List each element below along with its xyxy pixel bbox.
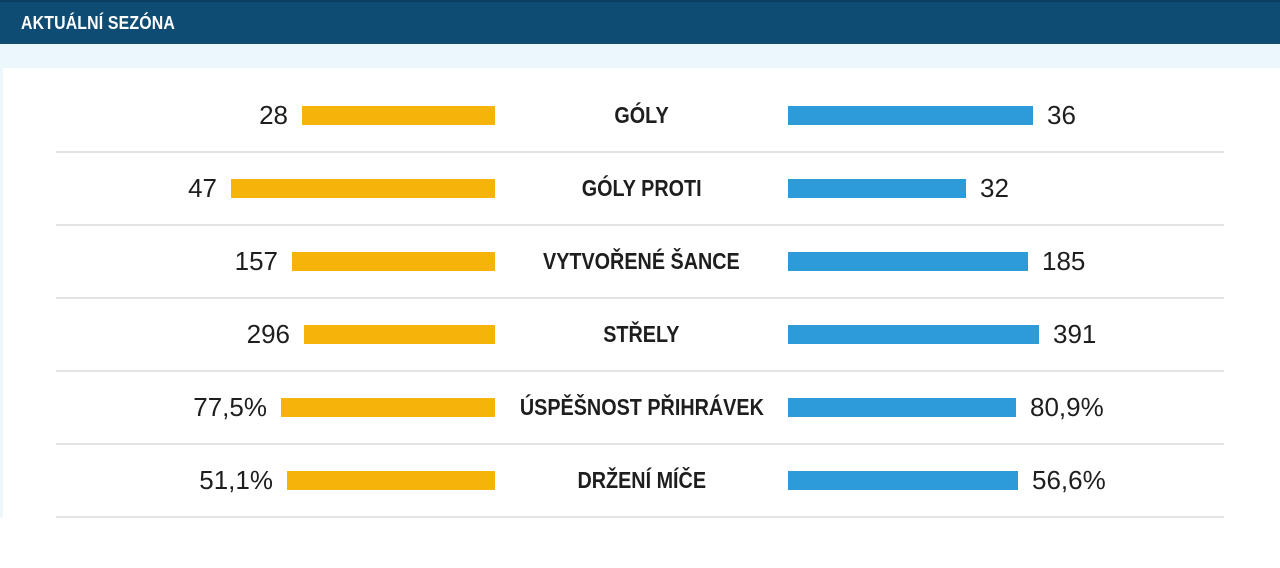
right-bar <box>788 398 1016 417</box>
left-bar <box>287 471 495 490</box>
stat-category-zone: STŘELY <box>495 321 788 348</box>
left-bar <box>281 398 495 417</box>
left-stat-zone: 51,1% <box>56 465 495 496</box>
left-value: 157 <box>234 246 278 276</box>
left-value: 296 <box>246 319 290 349</box>
stat-label: ÚSPĚŠNOST PŘIHRÁVEK <box>519 394 764 420</box>
right-stat-zone: 391 <box>788 319 1224 350</box>
stat-label: STŘELY <box>603 321 680 347</box>
stat-category-zone: VYTVOŘENÉ ŠANCE <box>495 248 788 275</box>
left-stat-zone: 296 <box>56 319 495 350</box>
right-bar <box>788 252 1028 271</box>
right-value: 56,6% <box>1032 465 1106 495</box>
stats-rows: 28 GÓLY 36 47 GÓLY PROTI 32 157 VYTVOŘENÉ ŠANCE… <box>0 68 1280 518</box>
right-value: 36 <box>1047 100 1076 130</box>
left-stat-zone: 77,5% <box>56 392 495 423</box>
right-value: 32 <box>980 173 1009 203</box>
left-stat-zone: 47 <box>56 173 495 204</box>
right-value: 185 <box>1042 246 1086 276</box>
stat-row: 77,5% ÚSPĚŠNOST PŘIHRÁVEK 80,9% <box>56 372 1224 445</box>
stat-row: 157 VYTVOŘENÉ ŠANCE 185 <box>56 226 1224 299</box>
stat-category-zone: ÚSPĚŠNOST PŘIHRÁVEK <box>495 394 788 421</box>
right-stat-zone: 80,9% <box>788 392 1224 423</box>
left-value: 51,1% <box>199 465 273 495</box>
stat-row: 51,1% DRŽENÍ MÍČE 56,6% <box>56 445 1224 518</box>
section-title: AKTUÁLNÍ SEZÓNA <box>21 12 175 33</box>
left-bar <box>231 179 495 198</box>
right-stat-zone: 185 <box>788 246 1224 277</box>
stat-row: 47 GÓLY PROTI 32 <box>56 153 1224 226</box>
section-header: AKTUÁLNÍ SEZÓNA <box>0 0 1280 44</box>
right-bar <box>788 471 1018 490</box>
subheader-strip <box>0 44 1280 68</box>
left-stat-zone: 28 <box>56 100 495 131</box>
right-value: 80,9% <box>1030 392 1104 422</box>
right-stat-zone: 56,6% <box>788 465 1224 496</box>
left-stat-zone: 157 <box>56 246 495 277</box>
stat-label: GÓLY PROTI <box>581 175 702 201</box>
left-bar <box>292 252 495 271</box>
stat-category-zone: GÓLY <box>495 102 788 129</box>
left-value: 77,5% <box>193 392 267 422</box>
right-bar <box>788 179 966 198</box>
right-stat-zone: 36 <box>788 100 1224 131</box>
stat-category-zone: GÓLY PROTI <box>495 175 788 202</box>
stat-row: 28 GÓLY 36 <box>56 80 1224 153</box>
left-bar <box>302 106 495 125</box>
stat-category-zone: DRŽENÍ MÍČE <box>495 467 788 494</box>
right-bar <box>788 325 1039 344</box>
right-stat-zone: 32 <box>788 173 1224 204</box>
right-bar <box>788 106 1033 125</box>
stat-row: 296 STŘELY 391 <box>56 299 1224 372</box>
left-value: 47 <box>188 173 217 203</box>
stat-label: VYTVOŘENÉ ŠANCE <box>543 248 740 274</box>
left-bar <box>304 325 495 344</box>
left-value: 28 <box>259 100 288 130</box>
right-value: 391 <box>1053 319 1097 349</box>
stat-label: DRŽENÍ MÍČE <box>577 467 706 493</box>
stat-label: GÓLY <box>614 102 669 128</box>
